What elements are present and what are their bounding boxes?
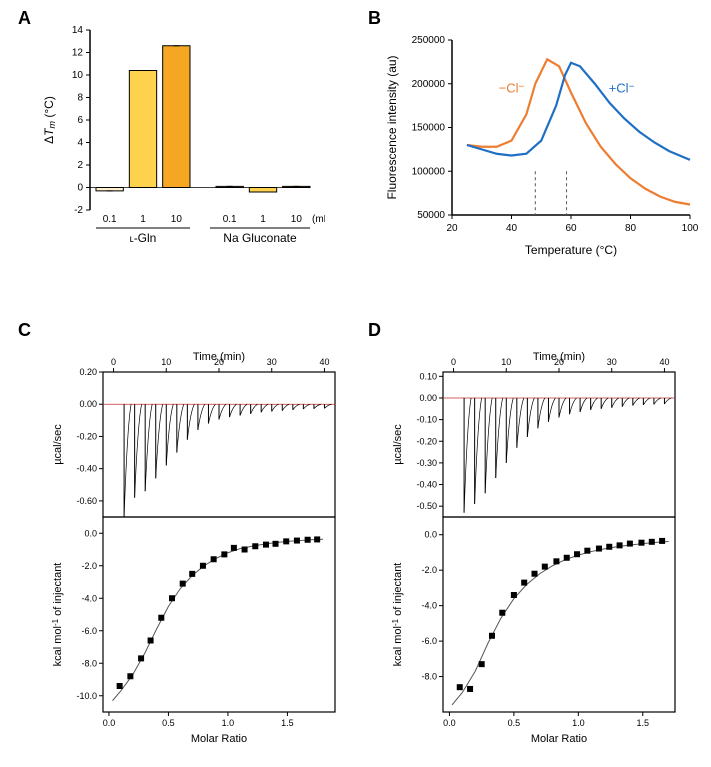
svg-text:40: 40 <box>319 357 329 367</box>
svg-text:10: 10 <box>171 214 183 225</box>
svg-text:Fluorescence intensity (au): Fluorescence intensity (au) <box>385 55 399 199</box>
svg-text:-0.60: -0.60 <box>76 496 97 506</box>
svg-text:-6.0: -6.0 <box>81 626 97 636</box>
svg-text:-10.0: -10.0 <box>76 691 97 701</box>
svg-text:-0.40: -0.40 <box>416 480 437 490</box>
svg-text:0.1: 0.1 <box>103 214 117 225</box>
svg-text:8: 8 <box>77 93 83 104</box>
svg-text:12: 12 <box>72 48 84 59</box>
svg-text:µcal/sec: µcal/sec <box>52 424 64 465</box>
svg-text:-4.0: -4.0 <box>421 601 437 611</box>
svg-text:0.0: 0.0 <box>443 718 456 728</box>
svg-text:1: 1 <box>140 214 146 225</box>
svg-text:10: 10 <box>501 357 511 367</box>
svg-text:kcal mol-1 of injectant: kcal mol-1 of injectant <box>391 563 404 667</box>
svg-text:-2.0: -2.0 <box>81 561 97 571</box>
svg-text:0: 0 <box>111 357 116 367</box>
svg-text:kcal mol-1 of injectant: kcal mol-1 of injectant <box>51 563 64 667</box>
svg-text:30: 30 <box>267 357 277 367</box>
svg-text:0.00: 0.00 <box>419 393 437 403</box>
svg-text:ʟ-Gln: ʟ-Gln <box>130 231 157 245</box>
svg-text:0.0: 0.0 <box>424 530 437 540</box>
svg-text:-6.0: -6.0 <box>421 636 437 646</box>
svg-text:Molar Ratio: Molar Ratio <box>531 733 587 745</box>
svg-text:-4.0: -4.0 <box>81 593 97 603</box>
svg-text:-0.30: -0.30 <box>416 458 437 468</box>
svg-text:Time (min): Time (min) <box>193 351 245 363</box>
svg-text:0.0: 0.0 <box>84 528 97 538</box>
svg-text:-2.0: -2.0 <box>421 565 437 575</box>
svg-text:-2: -2 <box>74 205 83 216</box>
svg-text:10: 10 <box>72 70 84 81</box>
svg-text:50000: 50000 <box>417 210 445 221</box>
svg-text:Molar Ratio: Molar Ratio <box>191 733 247 745</box>
svg-text:0: 0 <box>451 357 456 367</box>
svg-text:150000: 150000 <box>412 123 446 134</box>
svg-text:-0.40: -0.40 <box>76 464 97 474</box>
svg-text:40: 40 <box>659 357 669 367</box>
svg-text:-0.50: -0.50 <box>416 501 437 511</box>
svg-text:0: 0 <box>77 183 83 194</box>
svg-text:1.5: 1.5 <box>637 718 650 728</box>
svg-text:0.20: 0.20 <box>79 367 97 377</box>
svg-text:80: 80 <box>625 223 637 234</box>
panel-a-label: A <box>18 8 31 29</box>
svg-text:Temperature (°C): Temperature (°C) <box>525 243 617 257</box>
panel-c-label: C <box>18 320 31 341</box>
svg-text:-8.0: -8.0 <box>421 672 437 682</box>
svg-text:40: 40 <box>506 223 518 234</box>
svg-text:-0.20: -0.20 <box>76 431 97 441</box>
svg-text:0.10: 0.10 <box>419 371 437 381</box>
svg-text:100: 100 <box>682 223 699 234</box>
svg-text:60: 60 <box>565 223 577 234</box>
panel-b-label: B <box>368 8 381 29</box>
svg-text:Time (min): Time (min) <box>533 351 585 363</box>
svg-text:1.0: 1.0 <box>572 718 585 728</box>
svg-text:6: 6 <box>77 115 83 126</box>
svg-text:0.5: 0.5 <box>508 718 521 728</box>
svg-text:20: 20 <box>446 223 458 234</box>
svg-text:Na Gluconate: Na Gluconate <box>223 231 297 245</box>
svg-text:14: 14 <box>72 25 84 36</box>
svg-text:(mM): (mM) <box>312 214 325 225</box>
svg-text:1.0: 1.0 <box>222 718 235 728</box>
svg-text:250000: 250000 <box>412 35 446 46</box>
svg-text:µcal/sec: µcal/sec <box>392 424 404 465</box>
svg-text:0.00: 0.00 <box>79 399 97 409</box>
svg-text:30: 30 <box>607 357 617 367</box>
svg-text:+Cl−: +Cl− <box>609 81 635 96</box>
svg-text:10: 10 <box>161 357 171 367</box>
svg-text:-8.0: -8.0 <box>81 658 97 668</box>
svg-text:2: 2 <box>77 160 83 171</box>
panel-c-chart: 010203040Time (min)-0.60-0.40-0.200.000.… <box>45 350 345 755</box>
panel-d-chart: 010203040Time (min)-0.50-0.40-0.30-0.20-… <box>385 350 685 755</box>
svg-text:-0.20: -0.20 <box>416 436 437 446</box>
svg-text:-0.10: -0.10 <box>416 415 437 425</box>
svg-text:ΔTm (°C): ΔTm (°C) <box>42 96 57 144</box>
panel-b-chart: 20 40 60 80 100 50000 100000 150000 200000 250000… <box>380 30 700 260</box>
panel-a-chart: -2 0 2 4 6 8 10 12 14 ΔTm (°C) 0.1 1 10 0.1 1 10 (mM) ʟ-G… <box>35 20 325 270</box>
svg-text:−Cl−: −Cl− <box>499 81 525 96</box>
svg-text:0.0: 0.0 <box>103 718 116 728</box>
svg-text:0.5: 0.5 <box>162 718 175 728</box>
svg-text:1.5: 1.5 <box>281 718 294 728</box>
panel-d-label: D <box>368 320 381 341</box>
svg-text:200000: 200000 <box>412 79 446 90</box>
svg-text:4: 4 <box>77 138 83 149</box>
svg-text:10: 10 <box>291 214 303 225</box>
svg-text:1: 1 <box>260 214 266 225</box>
svg-text:0.1: 0.1 <box>223 214 237 225</box>
svg-text:100000: 100000 <box>412 166 446 177</box>
